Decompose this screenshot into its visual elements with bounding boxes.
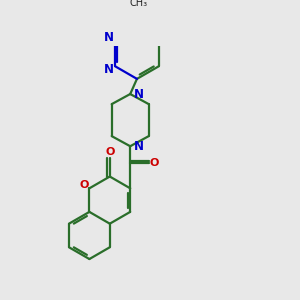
Text: N: N [134, 88, 144, 100]
Text: N: N [134, 140, 144, 153]
Text: O: O [105, 147, 115, 157]
Text: N: N [104, 63, 114, 76]
Text: CH₃: CH₃ [130, 0, 148, 8]
Text: O: O [150, 158, 159, 168]
Text: O: O [80, 180, 89, 190]
Text: N: N [104, 31, 114, 44]
